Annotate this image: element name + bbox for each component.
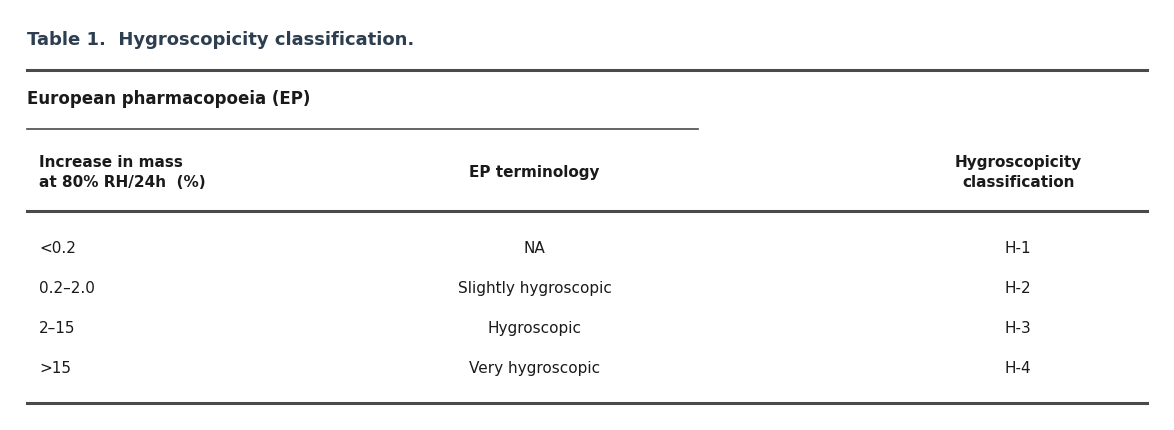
Text: Table 1.  Hygroscopicity classification.: Table 1. Hygroscopicity classification. (27, 31, 414, 49)
Text: 0.2–2.0: 0.2–2.0 (39, 281, 95, 296)
Text: <0.2: <0.2 (39, 241, 76, 256)
Text: NA: NA (524, 241, 546, 256)
Text: Hygroscopic: Hygroscopic (487, 321, 581, 336)
Text: Slightly hygroscopic: Slightly hygroscopic (458, 281, 612, 296)
Text: Increase in mass
at 80% RH/24h  (%): Increase in mass at 80% RH/24h (%) (39, 155, 205, 190)
Text: H-3: H-3 (1005, 321, 1032, 336)
Text: H-1: H-1 (1005, 241, 1032, 256)
Text: European pharmacopoeia (EP): European pharmacopoeia (EP) (27, 90, 311, 108)
Text: H-4: H-4 (1005, 361, 1032, 376)
Text: EP terminology: EP terminology (470, 165, 600, 180)
Text: >15: >15 (39, 361, 72, 376)
Text: Very hygroscopic: Very hygroscopic (468, 361, 600, 376)
Text: H-2: H-2 (1005, 281, 1032, 296)
Text: 2–15: 2–15 (39, 321, 75, 336)
Text: Hygroscopicity
classification: Hygroscopicity classification (954, 155, 1082, 190)
